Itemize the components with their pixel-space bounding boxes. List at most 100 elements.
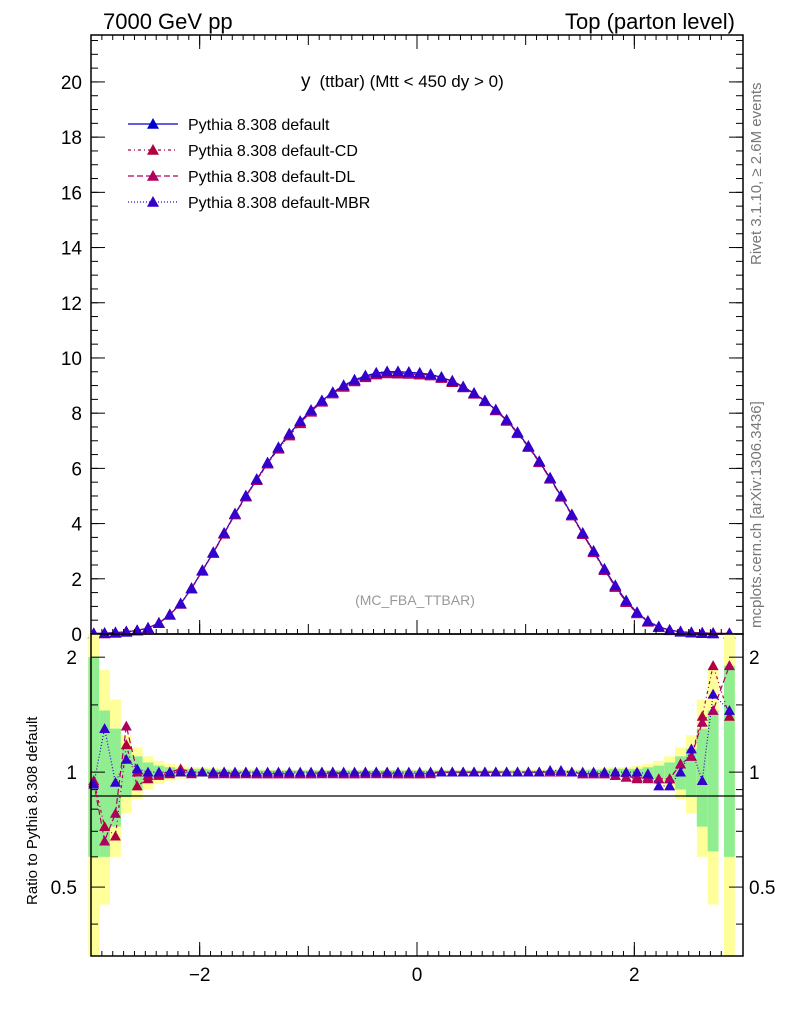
ratio-point-1 <box>109 807 121 818</box>
ratio-y-label: Ratio to Pythia 8.308 default <box>24 716 41 905</box>
data-point-3 <box>359 369 372 381</box>
ratio-y-tick-label: 1 <box>66 763 77 784</box>
watermark: (MC_FBA_TTBAR) <box>355 592 475 608</box>
data-point-3 <box>413 366 426 378</box>
data-point-3 <box>696 627 709 638</box>
data-point-3 <box>402 366 415 377</box>
data-point-3 <box>98 627 111 638</box>
ratio-point-1 <box>653 773 665 784</box>
data-point-3 <box>315 394 328 406</box>
data-point-3 <box>326 386 339 397</box>
ratio-point-1 <box>685 750 697 761</box>
data-point-3 <box>489 403 502 415</box>
data-point-3 <box>576 526 589 538</box>
data-point-3 <box>457 380 470 392</box>
legend-label: Pythia 8.308 default <box>188 117 330 134</box>
data-point-3 <box>348 373 361 385</box>
main-y-tick-label: 0 <box>71 625 82 646</box>
data-point-3 <box>261 456 274 468</box>
ratio-point-2 <box>327 766 339 777</box>
data-point-3 <box>511 426 524 438</box>
x-tick-label: 2 <box>629 965 640 986</box>
header-right: Top (parton level) <box>565 9 735 34</box>
ratio-point-2 <box>598 766 610 777</box>
ratio-point-2 <box>512 766 524 777</box>
data-point-3 <box>305 404 318 415</box>
ratio-point-2 <box>142 766 154 777</box>
ratio-point-2 <box>370 766 382 777</box>
ratio-point-1 <box>723 660 735 671</box>
legend-marker <box>147 118 159 129</box>
data-point-3 <box>196 564 209 576</box>
ratio-band-inner <box>88 657 100 857</box>
ratio-point-2 <box>707 688 719 699</box>
ratio-point-2 <box>294 766 306 777</box>
legend: Pythia 8.308 default Pythia 8.308 default… <box>128 117 370 212</box>
ratio-point-2 <box>468 766 480 777</box>
ratio-point-2 <box>653 780 665 791</box>
ratio-band-inner <box>664 762 676 783</box>
main-y-tick-label: 16 <box>61 183 82 204</box>
ratio-point-1 <box>631 771 643 782</box>
data-point-3 <box>544 471 557 483</box>
ratio-band-inner <box>723 665 735 857</box>
data-point-3 <box>652 620 665 632</box>
data-point-3 <box>283 427 296 439</box>
ratio-point-2 <box>664 780 676 791</box>
ratio-point-2 <box>403 766 415 777</box>
legend-marker <box>147 144 159 155</box>
data-point-3 <box>174 597 187 609</box>
ratio-point-1 <box>120 720 132 731</box>
x-axis: −2 0 2 <box>101 35 722 986</box>
header-left: 7000 GeV pp <box>103 9 233 34</box>
ratio-y-tick-label: 2 <box>66 648 77 669</box>
ratio-point-2 <box>555 764 567 775</box>
ratio-y-tick-label: 0.5 <box>749 878 775 899</box>
main-y-axis: 0 2 4 6 8 10 12 14 16 18 20 <box>61 40 743 646</box>
main-y-tick-label: 12 <box>61 294 82 315</box>
main-y-tick-label: 18 <box>61 128 82 149</box>
ratio-line-0 <box>93 663 730 838</box>
data-point-3 <box>478 394 491 406</box>
ratio-point-2 <box>109 776 121 787</box>
ratio-band-inner <box>653 765 665 779</box>
data-point-3 <box>185 582 198 593</box>
ratio-point-2 <box>207 766 219 777</box>
data-point-3 <box>163 608 176 620</box>
data-point-3 <box>609 579 622 591</box>
ratio-point-2 <box>414 766 426 777</box>
ratio-point-2 <box>316 766 328 777</box>
plot-title-sub: (ttbar) (Mtt < 450 dy > 0) <box>320 72 504 91</box>
main-y-tick-label: 20 <box>61 73 82 94</box>
ratio-point-2 <box>620 766 632 777</box>
data-point-3 <box>587 544 600 556</box>
ratio-bands <box>88 634 735 956</box>
ratio-point-2 <box>381 766 393 777</box>
main-y-tick-label: 2 <box>71 570 82 591</box>
ratio-point-2 <box>218 766 230 777</box>
data-point-3 <box>435 371 448 382</box>
ratio-y-axis: 0.5 0.5 1 1 2 2 <box>51 648 775 925</box>
data-point-3 <box>391 365 404 377</box>
data-point-3 <box>468 387 481 398</box>
ratio-point-2 <box>392 766 404 777</box>
ratio-point-2 <box>262 766 274 777</box>
ratio-point-2 <box>240 766 252 777</box>
ratio-point-2 <box>588 766 600 777</box>
data-point-3 <box>707 627 720 639</box>
ratio-point-2 <box>164 766 176 777</box>
ratio-point-2 <box>196 766 208 777</box>
ratio-band-inner <box>120 748 132 798</box>
main-y-tick-label: 8 <box>71 404 82 425</box>
ratio-point-2 <box>631 766 643 777</box>
data-point-3 <box>631 606 644 617</box>
ratio-point-2 <box>675 766 687 777</box>
data-point-3 <box>294 415 307 426</box>
data-point-3 <box>500 413 513 425</box>
data-point-3 <box>218 526 231 538</box>
legend-marker <box>147 170 159 181</box>
ratio-point-2 <box>229 766 241 777</box>
ratio-point-2 <box>457 766 469 777</box>
ratio-point-2 <box>446 766 458 777</box>
